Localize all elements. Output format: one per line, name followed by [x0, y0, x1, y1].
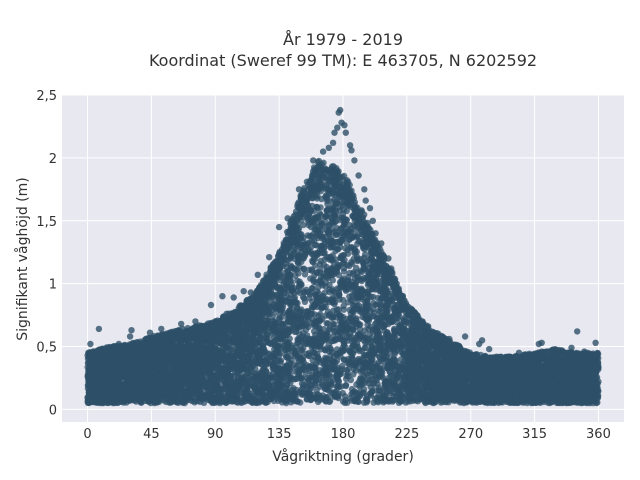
data-point — [311, 226, 318, 233]
data-point — [342, 245, 349, 252]
data-point — [313, 387, 320, 394]
data-point — [329, 277, 336, 284]
data-point — [292, 272, 299, 279]
data-point — [340, 302, 347, 309]
data-points — [84, 106, 602, 407]
data-point — [353, 315, 360, 322]
